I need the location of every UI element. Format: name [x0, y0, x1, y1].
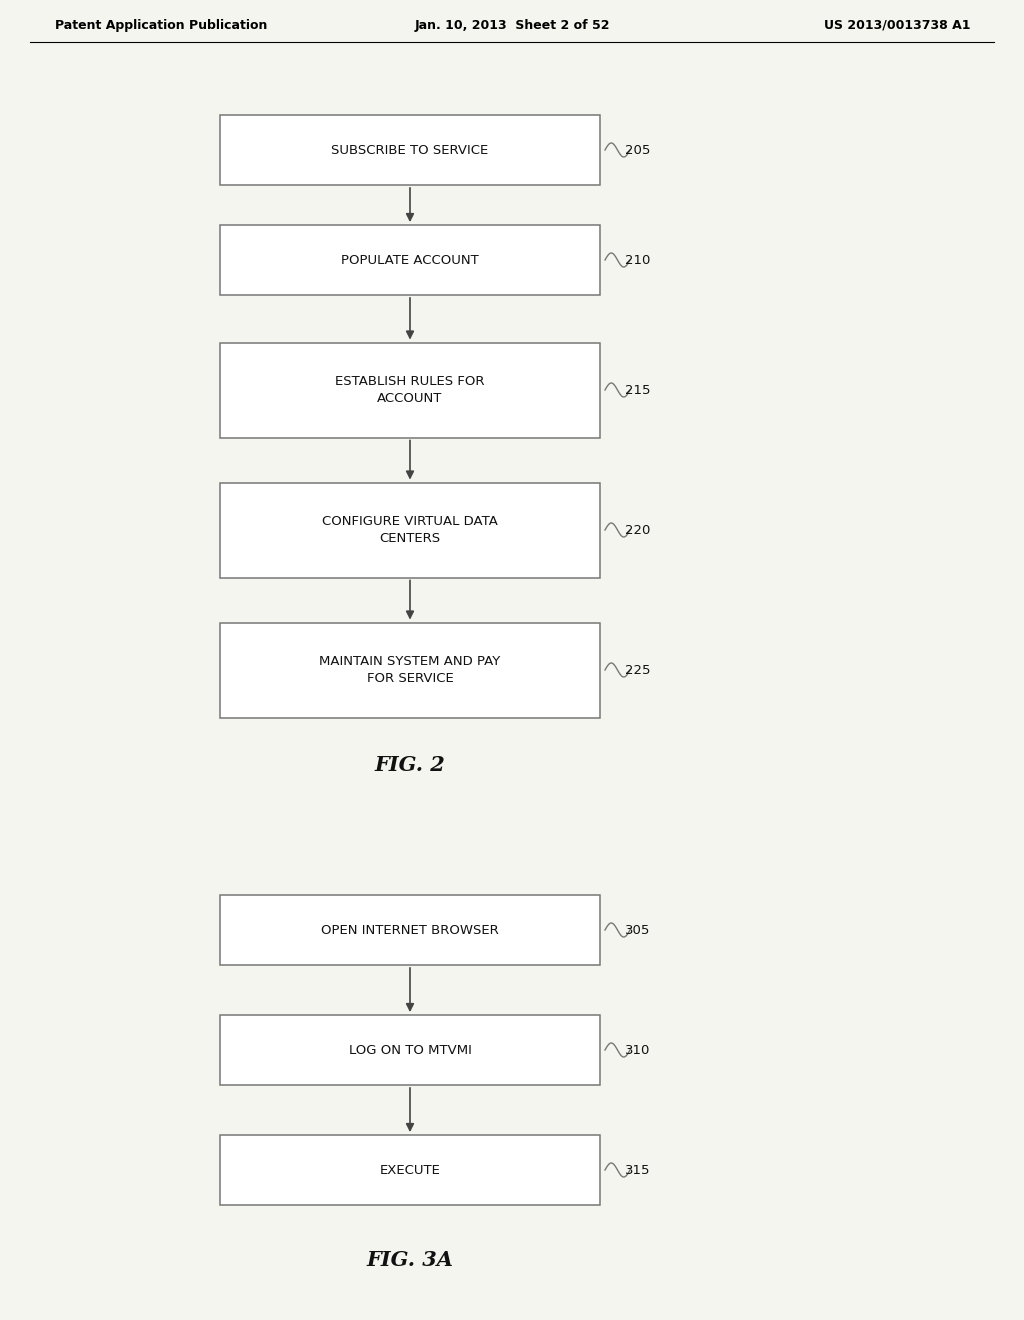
Text: 210: 210	[625, 253, 650, 267]
Text: FIG. 3A: FIG. 3A	[367, 1250, 454, 1270]
Text: ESTABLISH RULES FOR
ACCOUNT: ESTABLISH RULES FOR ACCOUNT	[335, 375, 484, 405]
Bar	[220, 342, 600, 437]
Text: 220: 220	[625, 524, 650, 536]
Text: 305: 305	[625, 924, 650, 936]
Text: OPEN INTERNET BROWSER: OPEN INTERNET BROWSER	[322, 924, 499, 936]
Bar	[220, 483, 600, 578]
Text: Patent Application Publication: Patent Application Publication	[55, 18, 267, 32]
Bar	[220, 224, 600, 294]
Text: LOG ON TO MTVMI: LOG ON TO MTVMI	[348, 1044, 471, 1056]
Bar	[220, 1135, 600, 1205]
Text: POPULATE ACCOUNT: POPULATE ACCOUNT	[341, 253, 479, 267]
Text: 225: 225	[625, 664, 650, 676]
Text: CONFIGURE VIRTUAL DATA
CENTERS: CONFIGURE VIRTUAL DATA CENTERS	[323, 515, 498, 545]
Text: FIG. 2: FIG. 2	[375, 755, 445, 775]
Bar	[220, 623, 600, 718]
Bar	[220, 115, 600, 185]
Text: 215: 215	[625, 384, 650, 396]
Text: 315: 315	[625, 1163, 650, 1176]
Bar	[220, 895, 600, 965]
Text: US 2013/0013738 A1: US 2013/0013738 A1	[823, 18, 970, 32]
Bar	[220, 1015, 600, 1085]
Text: Jan. 10, 2013  Sheet 2 of 52: Jan. 10, 2013 Sheet 2 of 52	[415, 18, 609, 32]
Text: 310: 310	[625, 1044, 650, 1056]
Text: MAINTAIN SYSTEM AND PAY
FOR SERVICE: MAINTAIN SYSTEM AND PAY FOR SERVICE	[319, 655, 501, 685]
Text: EXECUTE: EXECUTE	[380, 1163, 440, 1176]
Text: SUBSCRIBE TO SERVICE: SUBSCRIBE TO SERVICE	[332, 144, 488, 157]
Text: 205: 205	[625, 144, 650, 157]
